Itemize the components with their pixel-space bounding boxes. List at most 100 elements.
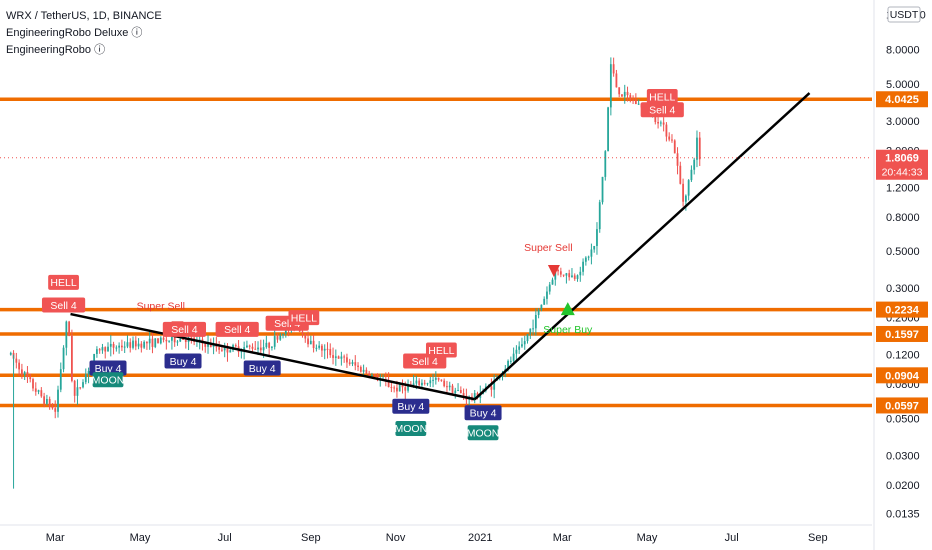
level-tag-text: 0.0597 (885, 400, 919, 412)
candle-body (43, 396, 46, 404)
candle-body (696, 137, 698, 160)
candle-body (573, 275, 576, 279)
signal-box (243, 360, 281, 376)
candle-body (234, 345, 237, 347)
candle-body (598, 202, 601, 230)
indicator-deluxe[interactable]: EngineeringRobo Deluxe ⓘ (6, 27, 143, 39)
candle-body (557, 270, 559, 272)
candle-body (362, 369, 365, 372)
candle-body (121, 345, 123, 348)
signal-text: Sell 4 (171, 324, 197, 336)
candle-body (115, 347, 118, 349)
candle-body (534, 314, 537, 329)
candle-body (690, 169, 693, 181)
candle-body (596, 229, 598, 246)
candle-body (404, 387, 407, 391)
indicator-basic[interactable]: EngineeringRobo ⓘ (6, 44, 106, 56)
signal-box (392, 398, 430, 414)
candle-body (109, 343, 112, 347)
candle-body (162, 337, 165, 340)
candle-body (40, 390, 43, 397)
candle-body (93, 353, 96, 363)
candle-body (657, 122, 659, 124)
candle-body (609, 64, 612, 108)
candle-body (132, 340, 134, 348)
level-price-tag: 0.0904 (876, 367, 928, 384)
candle-body (84, 374, 87, 383)
signal-box (467, 425, 499, 441)
candle-body (154, 338, 157, 347)
level-tag-box (876, 325, 928, 342)
signal-text: Sell 4 (224, 324, 250, 336)
candle-body (637, 103, 640, 105)
candle-body (282, 333, 284, 336)
candle-body (432, 379, 434, 381)
candle-body (687, 180, 690, 196)
candle-body (401, 384, 404, 388)
trendline (70, 312, 475, 401)
level-tag-text: 0.0904 (885, 370, 920, 382)
candle-body (368, 373, 371, 377)
candle-body (568, 273, 571, 278)
candle-body (415, 380, 418, 384)
candle-body (57, 389, 59, 412)
sell-signal: HELL (48, 274, 79, 290)
candle-body (451, 385, 454, 394)
price-tick-label: 3.0000 (886, 116, 920, 128)
candle-body (521, 344, 523, 347)
candle-body (665, 124, 668, 137)
candle-body (176, 341, 179, 343)
signal-box (425, 342, 457, 358)
candle-body (107, 346, 109, 352)
candle-body (448, 385, 451, 388)
candle-body (679, 165, 682, 184)
signal-text: Super Sell (524, 242, 572, 254)
candle-body (418, 380, 421, 386)
candle-body (273, 336, 276, 347)
candle-body (576, 275, 579, 279)
candle-body (579, 271, 582, 276)
currency-badge: USDT (887, 6, 921, 23)
candle-body (593, 245, 596, 250)
current-price-box (876, 149, 928, 180)
candle-body (45, 398, 48, 404)
candle-body (68, 321, 71, 336)
candle-body (309, 340, 312, 345)
candle-body (590, 249, 593, 257)
candle-body (437, 377, 440, 380)
candle-body (96, 349, 98, 354)
candle-body (48, 398, 51, 407)
signal-text: Sell 4 (50, 300, 76, 312)
candle-body (248, 345, 251, 347)
candle-body (546, 291, 548, 299)
candle-body (307, 338, 309, 345)
candle-body (59, 369, 62, 390)
candle-body (171, 335, 173, 341)
candle-body (265, 342, 268, 348)
candle-body (29, 377, 32, 380)
candle-body (634, 100, 637, 105)
candle-body (276, 336, 279, 340)
candle-body (271, 346, 273, 348)
candle-body (151, 338, 154, 347)
price-tick-label: 0.0135 (886, 508, 920, 520)
candle-body (551, 279, 554, 285)
candle-body (543, 298, 546, 305)
candle-body (98, 349, 101, 351)
symbol-title: WRX / TetherUS, 1D, BINANCE (6, 10, 162, 22)
price-tick-label: 1.2000 (886, 182, 920, 194)
candle-body (240, 351, 243, 353)
candle-body (682, 183, 684, 202)
candle-body (462, 393, 465, 396)
candle-body (454, 390, 457, 394)
trendline (473, 92, 811, 401)
signal-box (92, 372, 124, 388)
candle-body (70, 335, 73, 381)
candle-body (518, 346, 521, 350)
candle-body (246, 345, 248, 348)
signal-box (89, 360, 127, 376)
candle-body (429, 380, 432, 384)
candle-body (198, 339, 201, 341)
candle-body (626, 91, 629, 96)
